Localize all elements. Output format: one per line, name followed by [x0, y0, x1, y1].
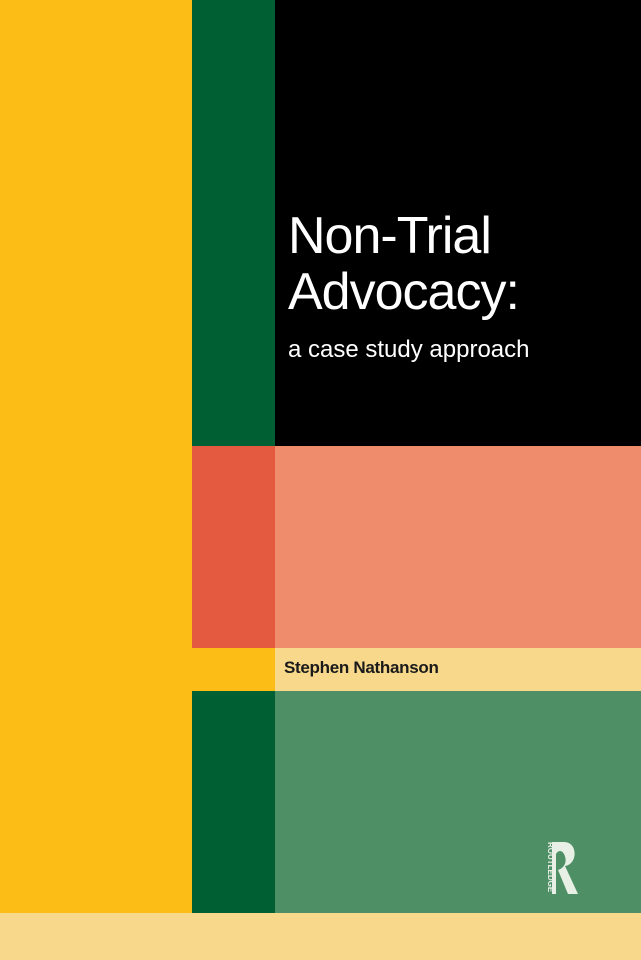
publisher-logo-text: ROUTLEDGE — [546, 842, 555, 893]
author-name: Stephen Nathanson — [284, 658, 439, 677]
book-subtitle: a case study approach — [288, 336, 530, 363]
routledge-logo-icon: ROUTLEDGE — [546, 842, 578, 894]
red-block — [192, 446, 275, 648]
bottom-strip — [0, 913, 641, 960]
author-strip — [275, 648, 641, 691]
green-panel — [275, 691, 641, 913]
dark-green-band — [192, 0, 275, 446]
yellow-block — [192, 648, 275, 691]
black-panel — [275, 0, 641, 446]
dark-green-block — [192, 691, 275, 913]
book-title: Non-Trial Advocacy: — [288, 207, 520, 321]
title-line-1: Non-Trial — [288, 207, 492, 265]
title-line-2: Advocacy: — [288, 263, 520, 321]
yellow-column — [0, 0, 192, 913]
salmon-block — [275, 446, 641, 648]
